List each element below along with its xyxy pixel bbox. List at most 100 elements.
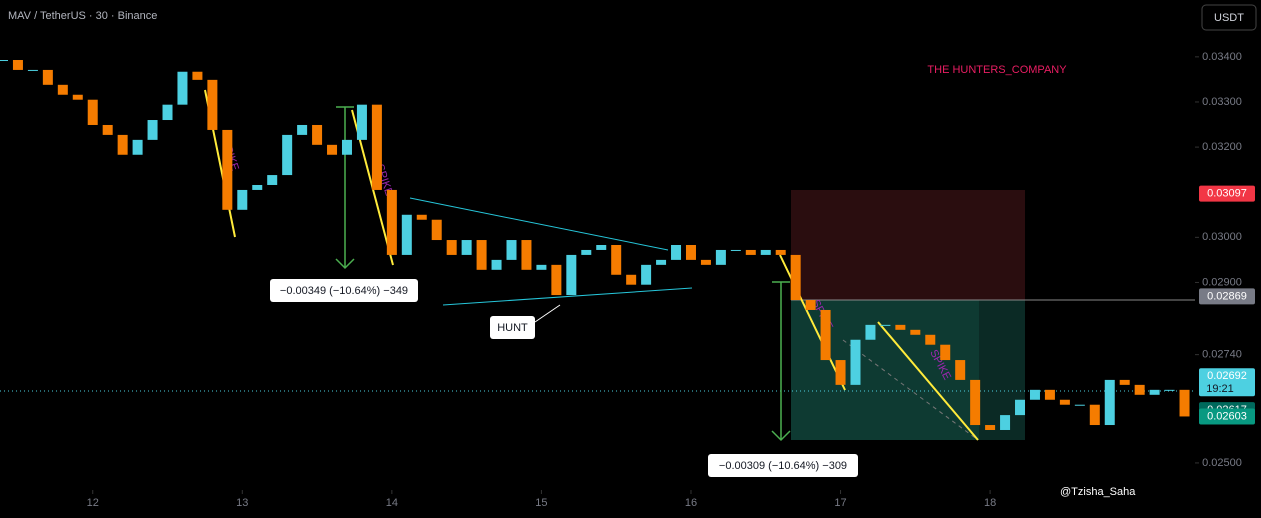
candle bbox=[1000, 415, 1011, 430]
candle bbox=[521, 240, 532, 270]
symbol: MAV / TetherUS · 30 · Binance bbox=[8, 10, 157, 22]
candle bbox=[207, 79, 218, 130]
candle bbox=[850, 339, 861, 385]
x-tick-label: 13 bbox=[236, 497, 248, 509]
candle bbox=[865, 324, 876, 340]
y-tick-label: 0.03200 bbox=[1202, 141, 1242, 153]
stop-zone bbox=[791, 190, 1025, 300]
candle bbox=[27, 69, 38, 71]
x-tick-label: 16 bbox=[685, 497, 697, 509]
candle bbox=[132, 139, 143, 155]
candle bbox=[536, 264, 547, 270]
candle bbox=[177, 71, 188, 105]
price-label-box bbox=[1199, 368, 1255, 397]
candle bbox=[72, 94, 83, 100]
measure-label-box bbox=[270, 279, 418, 302]
candle bbox=[267, 175, 278, 185]
hunt-pointer bbox=[534, 304, 561, 323]
candle bbox=[910, 329, 921, 335]
price-label: 0.03097 bbox=[1207, 187, 1247, 199]
candle bbox=[0, 60, 8, 62]
candle bbox=[401, 214, 412, 255]
candle bbox=[237, 189, 248, 210]
candle bbox=[1134, 384, 1145, 395]
candle bbox=[790, 254, 801, 301]
price-label-box bbox=[1199, 408, 1255, 425]
candle bbox=[147, 120, 158, 140]
candle bbox=[1119, 379, 1130, 385]
y-tick-label: 0.03400 bbox=[1202, 51, 1242, 63]
candle bbox=[805, 300, 816, 310]
candle bbox=[895, 324, 906, 330]
candle bbox=[551, 264, 562, 296]
candle bbox=[356, 104, 367, 140]
candle bbox=[192, 71, 203, 80]
price-label-box bbox=[1199, 288, 1255, 305]
candle bbox=[461, 240, 472, 255]
candle bbox=[1059, 399, 1070, 405]
candle bbox=[117, 134, 128, 155]
candle bbox=[1089, 404, 1100, 426]
candle bbox=[970, 379, 981, 426]
candle bbox=[820, 309, 831, 361]
x-tick-label: 17 bbox=[834, 497, 846, 509]
candle bbox=[626, 274, 637, 285]
candle bbox=[1164, 389, 1175, 391]
candle bbox=[685, 245, 696, 260]
candle bbox=[745, 249, 756, 255]
price-label: 0.02869 bbox=[1207, 290, 1247, 302]
candle bbox=[835, 360, 846, 385]
candle bbox=[700, 259, 711, 265]
measure-label: −0.00309 (−10.64%) −309 bbox=[719, 460, 847, 472]
candle bbox=[297, 124, 308, 135]
candle bbox=[431, 219, 442, 241]
candle bbox=[1015, 399, 1026, 416]
currency-label[interactable]: USDT bbox=[1214, 12, 1244, 24]
candle bbox=[925, 334, 936, 345]
candle bbox=[162, 104, 173, 121]
candle bbox=[386, 189, 397, 255]
candle bbox=[476, 240, 487, 270]
candle bbox=[671, 245, 682, 260]
candle bbox=[656, 259, 667, 265]
candle bbox=[1044, 389, 1055, 400]
x-tick-label: 18 bbox=[984, 497, 996, 509]
candle bbox=[611, 245, 622, 275]
candle bbox=[371, 104, 382, 190]
candle bbox=[1149, 389, 1160, 395]
measure-label: −0.00349 (−10.64%) −349 bbox=[280, 285, 408, 297]
candle bbox=[506, 240, 517, 260]
candle bbox=[760, 249, 771, 255]
candle bbox=[341, 139, 352, 155]
measure-label-box bbox=[708, 454, 858, 477]
y-tick-label: 0.02900 bbox=[1202, 276, 1242, 288]
candle bbox=[57, 84, 68, 95]
y-tick-label: 0.02740 bbox=[1202, 349, 1242, 361]
candle bbox=[282, 134, 293, 176]
candle bbox=[222, 129, 233, 210]
candle bbox=[252, 184, 263, 190]
candle bbox=[730, 249, 741, 251]
price-label-box bbox=[1199, 185, 1255, 202]
y-tick-label: 0.03000 bbox=[1202, 231, 1242, 243]
price-label: 0.02603 bbox=[1207, 410, 1247, 422]
hunt-label: HUNT bbox=[497, 322, 528, 334]
x-tick-label: 14 bbox=[386, 497, 398, 509]
spike-line bbox=[877, 321, 979, 441]
trend-line bbox=[442, 287, 693, 306]
candle bbox=[1074, 404, 1085, 406]
x-tick-label: 12 bbox=[87, 497, 99, 509]
candle bbox=[1029, 389, 1040, 400]
trend-line bbox=[409, 197, 669, 251]
candle bbox=[1179, 389, 1190, 417]
measure-arrow bbox=[771, 430, 791, 442]
currency-button[interactable] bbox=[1201, 4, 1257, 31]
price-label: 0.02692 bbox=[1207, 370, 1247, 382]
candle bbox=[880, 324, 891, 326]
candle bbox=[715, 249, 726, 265]
candle bbox=[581, 249, 592, 255]
candle bbox=[312, 124, 323, 145]
brand: THE HUNTERS_COMPANY bbox=[927, 64, 1067, 76]
